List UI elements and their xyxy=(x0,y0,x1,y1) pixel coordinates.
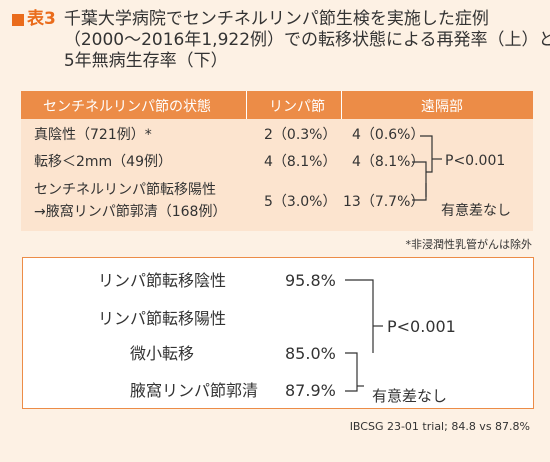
row1-lymph: 2（0.3%） xyxy=(264,127,337,143)
row3-status-line2: →腋窩リンパ節郭清（168例） xyxy=(34,204,227,220)
row2-lymph: 4（8.1%） xyxy=(264,154,337,170)
row3-distant: 13（7.7%） xyxy=(343,194,425,210)
header-divider xyxy=(341,91,342,119)
title-line-1: 千葉大学病院でセンチネルリンパ節生検を実施した症例 xyxy=(63,9,489,29)
header-distant: 遠隔部 xyxy=(421,99,463,115)
row3-lymph: 5（3.0%） xyxy=(264,194,337,210)
row-micro-value: 85.0% xyxy=(285,344,336,363)
no-sig-1: 有意差なし xyxy=(441,203,511,219)
no-sig-2: 有意差なし xyxy=(372,387,448,405)
row2-distant: 4（8.1%） xyxy=(352,154,425,170)
table-label-text: 表3 xyxy=(27,9,56,29)
table-label: 表3 xyxy=(12,9,56,30)
row1-status: 真陰性（721例）* xyxy=(34,127,152,143)
figure-title: 表3 千葉大学病院でセンチネルリンパ節生検を実施した症例 （2000～2016年… xyxy=(12,9,550,72)
trial-note: IBCSG 23-01 trial; 84.8 vs 87.8% xyxy=(349,420,530,433)
row1-distant: 4（0.6%） xyxy=(352,127,425,143)
survival-box: リンパ節転移陰性 95.8% リンパ節転移陽性 微小転移 85.0% 腋窩リンパ… xyxy=(22,257,534,409)
table-header: センチネルリンパ節の状態 リンパ節 遠隔部 xyxy=(21,91,533,119)
title-line-2: （2000～2016年1,922例）での転移状態による再発率（上）と xyxy=(63,30,550,50)
title-line-3: 5年無病生存率（下） xyxy=(63,51,228,71)
row-negative-label: リンパ節転移陰性 xyxy=(98,271,227,290)
row-negative-value: 95.8% xyxy=(285,271,336,290)
p-value-2: P<0.001 xyxy=(387,317,456,336)
p-value-1: P<0.001 xyxy=(445,153,506,169)
square-icon xyxy=(12,13,24,26)
header-status: センチネルリンパ節の状態 xyxy=(43,99,211,115)
row-dissection-label: 腋窩リンパ節郭清 xyxy=(130,381,259,400)
row3-status-line1: センチネルリンパ節転移陽性 xyxy=(34,182,216,198)
recurrence-table: センチネルリンパ節の状態 リンパ節 遠隔部 真陰性（721例）* 2（0.3%）… xyxy=(21,91,533,231)
row-positive-label: リンパ節転移陽性 xyxy=(98,309,227,328)
row2-status: 転移＜2mm（49例） xyxy=(34,154,172,170)
row-dissection-value: 87.9% xyxy=(285,381,336,400)
header-divider xyxy=(246,91,247,119)
header-lymph: リンパ節 xyxy=(269,99,325,115)
title-text: 千葉大学病院でセンチネルリンパ節生検を実施した症例 （2000～2016年1,9… xyxy=(64,9,550,72)
footnote: *非浸潤性乳管がんは除外 xyxy=(405,238,533,251)
row-micro-label: 微小転移 xyxy=(130,344,195,363)
table-body: 真陰性（721例）* 2（0.3%） 4（0.6%） 転移＜2mm（49例） 4… xyxy=(21,119,533,231)
